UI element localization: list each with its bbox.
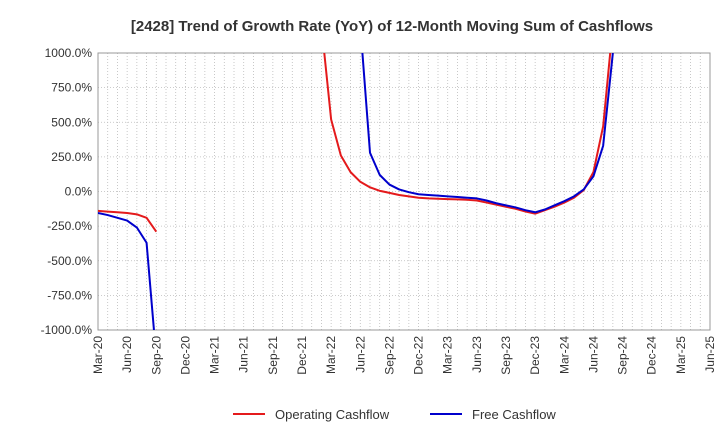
y-tick-label: -500.0% [47, 254, 92, 268]
x-tick-label: Mar-22 [324, 336, 338, 374]
x-tick-label: Mar-21 [208, 336, 222, 374]
series-line-free-cashflow [361, 53, 614, 214]
x-tick-label: Dec-21 [295, 336, 309, 375]
legend: Operating Cashflow Free Cashflow [233, 407, 556, 422]
y-tick-label: 500.0% [51, 115, 92, 129]
x-tick-label: Jun-25 [703, 336, 717, 373]
x-tick-label: Mar-20 [91, 336, 105, 374]
grid-lines [98, 52, 710, 331]
x-tick-label: Sep-21 [266, 336, 280, 375]
series-line-operating-cashflow [323, 53, 612, 215]
series-lines [98, 53, 614, 330]
legend-label-free-cashflow: Free Cashflow [472, 407, 556, 422]
x-axis-ticks: Mar-20 Jun-20 Sep-20 Dec-20 Mar-21 Jun-21 Sep-… [91, 336, 717, 375]
x-tick-label: Jun-23 [470, 336, 484, 373]
x-tick-label: Jun-20 [120, 336, 134, 373]
x-tick-label: Mar-24 [557, 336, 571, 374]
series-line-free-cashflow [98, 211, 155, 330]
y-tick-label: -750.0% [47, 288, 92, 302]
x-tick-label: Dec-20 [178, 336, 192, 375]
plot-area-border [97, 52, 711, 331]
x-tick-label: Jun-22 [353, 336, 367, 373]
x-tick-label: Dec-23 [528, 336, 542, 375]
y-tick-label: 250.0% [51, 150, 92, 164]
y-axis-ticks: 1000.0% 750.0% 500.0% 250.0% 0.0% -250.0% -500… [41, 46, 93, 337]
x-tick-label: Sep-22 [382, 336, 396, 375]
y-tick-label: 0.0% [65, 185, 93, 199]
x-tick-label: Dec-24 [645, 336, 659, 375]
x-tick-label: Mar-23 [441, 336, 455, 374]
series-line-operating-cashflow [98, 209, 158, 233]
y-tick-label: 1000.0% [45, 46, 93, 60]
legend-label-operating-cashflow: Operating Cashflow [275, 407, 390, 422]
x-tick-label: Dec-22 [412, 336, 426, 375]
y-tick-label: -1000.0% [41, 323, 93, 337]
x-tick-label: Jun-21 [237, 336, 251, 373]
chart-title: [2428] Trend of Growth Rate (YoY) of 12-… [131, 18, 653, 35]
x-tick-label: Mar-25 [674, 336, 688, 374]
x-tick-label: Sep-23 [499, 336, 513, 375]
x-tick-label: Jun-24 [586, 336, 600, 373]
y-tick-label: 750.0% [51, 81, 92, 95]
x-tick-label: Sep-24 [616, 336, 630, 375]
y-tick-label: -250.0% [47, 219, 92, 233]
x-tick-label: Sep-20 [149, 336, 163, 375]
